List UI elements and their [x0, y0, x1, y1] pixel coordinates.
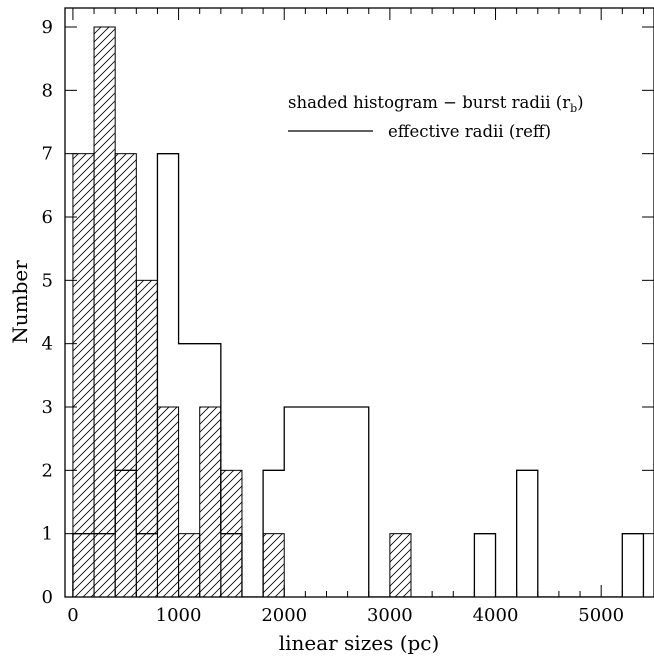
legend-subscript: b — [570, 102, 577, 115]
x-tick-label: 4000 — [473, 605, 519, 626]
x-tick-label: 3000 — [367, 605, 413, 626]
x-tick-label: 1000 — [156, 605, 202, 626]
y-tick-label: 8 — [42, 80, 53, 101]
y-tick-label: 6 — [42, 207, 53, 228]
legend-effective-radii-label: effective radii (reff) — [388, 122, 551, 141]
y-tick-label: 7 — [42, 144, 53, 165]
x-tick-label: 2000 — [261, 605, 307, 626]
hatched-bar — [156, 406, 180, 597]
hatched-bar — [389, 533, 412, 597]
hatched-bar — [93, 26, 116, 597]
y-tick-labels: 0 1 2 3 4 5 6 7 8 9 — [42, 17, 53, 608]
y-tick-label: 9 — [42, 17, 53, 38]
burst-radii-series — [72, 26, 412, 597]
hatched-bar — [199, 406, 222, 597]
y-tick-label: 2 — [42, 460, 53, 481]
y-tick-label: 3 — [42, 397, 53, 418]
x-axis-label: linear sizes (pc) — [279, 631, 440, 655]
legend: shaded histogram − burst radii (rb) effe… — [288, 93, 584, 141]
legend-burst-radii-label: shaded histogram − burst radii (rb) — [288, 93, 584, 115]
hatched-bar — [135, 279, 158, 597]
outline-histogram-line — [72, 153, 645, 597]
y-tick-label: 5 — [42, 270, 53, 291]
x-tick-labels: 0 1000 2000 3000 4000 5000 — [67, 605, 624, 626]
x-tick-label: 5000 — [578, 605, 624, 626]
hatched-bar — [178, 533, 201, 597]
y-tick-label: 1 — [42, 524, 53, 545]
x-tick-label: 0 — [67, 605, 78, 626]
hatched-bar — [262, 533, 285, 597]
hatched-bar — [72, 153, 95, 597]
y-tick-label: 4 — [42, 334, 53, 355]
hatched-bar — [114, 153, 137, 597]
axis-ticks — [65, 8, 654, 598]
y-tick-label: 0 — [42, 587, 53, 608]
effective-radii-series — [72, 153, 645, 597]
y-axis-label: Number — [8, 260, 32, 344]
plot-frame — [64, 7, 654, 598]
